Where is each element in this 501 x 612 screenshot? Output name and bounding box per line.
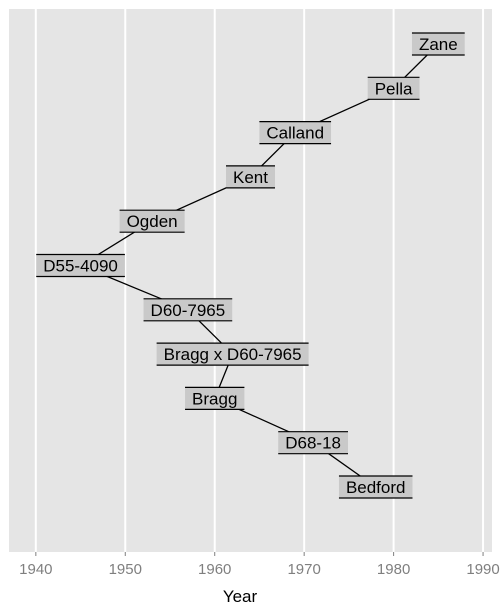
node-ogden: Ogden bbox=[119, 209, 185, 233]
node-label-bedford: Bedford bbox=[346, 478, 406, 497]
node-label-d55-4090: D55-4090 bbox=[43, 257, 118, 276]
tick-label-1950: 1950 bbox=[109, 561, 142, 578]
tick-label-1990: 1990 bbox=[466, 561, 499, 578]
node-label-zane: Zane bbox=[419, 35, 458, 54]
node-label-d68-18: D68-18 bbox=[285, 434, 341, 453]
tick-label-1940: 1940 bbox=[19, 561, 52, 578]
node-box-bragg-x-d60-7965 bbox=[156, 343, 309, 366]
node-zane: Zane bbox=[411, 32, 465, 56]
node-box-pella bbox=[367, 77, 420, 100]
node-pella: Pella bbox=[367, 76, 420, 100]
node-bedford: Bedford bbox=[338, 475, 413, 499]
node-bragg-x-d60-7965: Bragg x D60-7965 bbox=[156, 342, 309, 366]
node-kent: Kent bbox=[226, 165, 275, 189]
node-box-bragg bbox=[185, 387, 245, 410]
node-box-ogden bbox=[119, 210, 185, 233]
node-box-bedford bbox=[338, 476, 413, 498]
node-box-d60-7965 bbox=[143, 298, 233, 321]
x-axis-ticks: 1940 1950 1960 1970 1980 1990 bbox=[19, 552, 500, 578]
node-label-kent: Kent bbox=[233, 168, 268, 187]
nodes: Zane Pella Calland Kent Ogden D55-4090 D60-796… bbox=[36, 32, 465, 499]
node-label-ogden: Ogden bbox=[127, 212, 178, 231]
node-label-bragg: Bragg bbox=[192, 389, 237, 408]
x-axis-title: Year bbox=[223, 587, 258, 606]
node-d55-4090: D55-4090 bbox=[36, 253, 125, 278]
node-d60-7965: D60-7965 bbox=[143, 298, 233, 322]
node-label-d60-7965: D60-7965 bbox=[151, 301, 226, 320]
tick-label-1970: 1970 bbox=[287, 561, 320, 578]
tick-label-1960: 1960 bbox=[198, 561, 231, 578]
tick-label-1980: 1980 bbox=[377, 561, 410, 578]
node-calland: Calland bbox=[259, 120, 332, 145]
plot-panel bbox=[9, 9, 492, 552]
node-box-kent bbox=[226, 165, 275, 188]
node-label-calland: Calland bbox=[266, 124, 324, 143]
node-d68-18: D68-18 bbox=[278, 431, 348, 455]
node-bragg: Bragg bbox=[185, 386, 245, 410]
node-label-pella: Pella bbox=[375, 79, 413, 98]
node-box-calland bbox=[259, 121, 332, 144]
node-box-d68-18 bbox=[278, 431, 348, 454]
node-box-zane bbox=[411, 33, 465, 55]
node-box-d55-4090 bbox=[36, 254, 125, 277]
node-label-bragg-x-d60-7965: Bragg x D60-7965 bbox=[164, 345, 302, 364]
